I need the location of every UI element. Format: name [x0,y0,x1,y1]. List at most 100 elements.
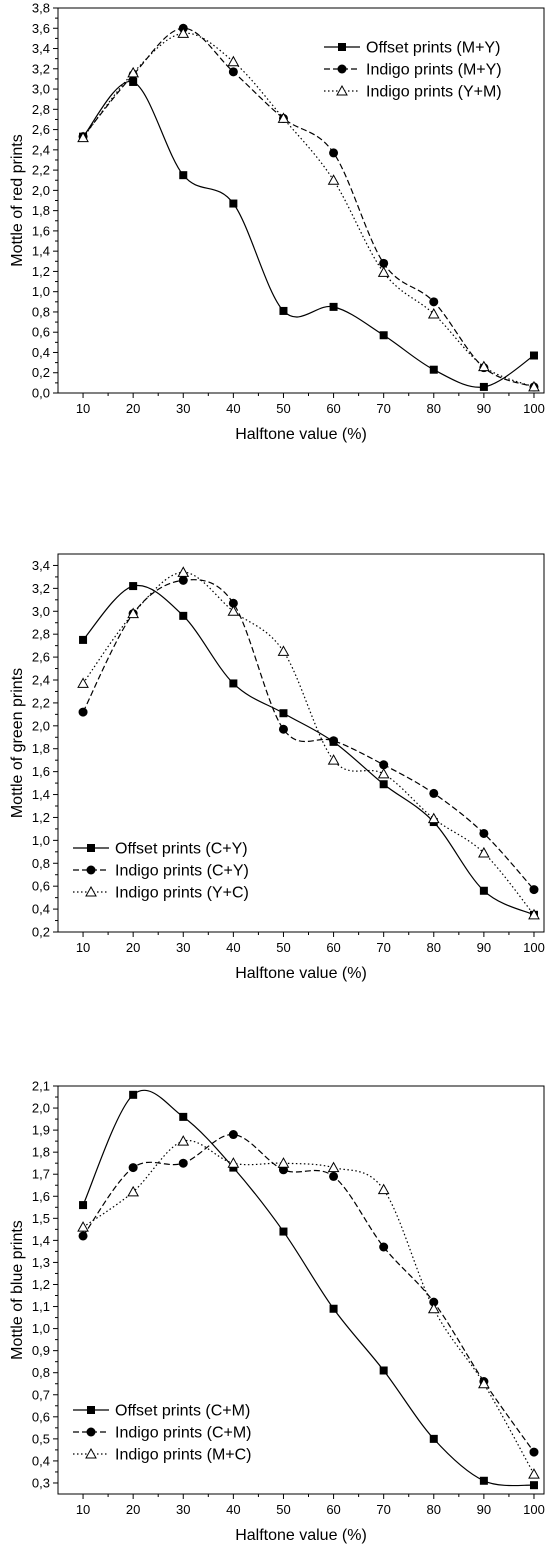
y-tick-label: 2,2 [32,163,50,178]
data-point [179,1112,188,1121]
data-point [429,1434,438,1443]
y-tick-label: 2,6 [32,650,50,665]
y-tick-label: 2,0 [32,183,50,198]
legend-label: Indigo prints (Y+C) [115,885,249,902]
x-tick-label: 90 [477,940,491,955]
y-tick-label: 3,0 [32,82,50,97]
x-tick-label: 10 [76,940,90,955]
data-point [427,1302,440,1314]
data-point [279,1227,288,1236]
data-point [179,611,188,620]
legend-label: Offset prints (M+Y) [366,40,500,57]
data-point [178,1158,188,1168]
y-tick-label: 1,4 [32,244,50,259]
data-point [529,1447,539,1457]
legend-marker [85,885,97,897]
legend: Offset prints (C+M) Indigo prints (C+M) In… [73,1403,252,1464]
x-axis-label: Halftone value (%) [235,965,367,982]
y-tick-label: 1,7 [32,1167,50,1182]
y-tick-label: 1,5 [32,1211,50,1226]
y-tick-label: 1,4 [32,787,50,802]
y-tick-label: 2,4 [32,142,50,157]
data-point [127,66,140,78]
data-point [178,575,188,585]
y-tick-label: 0,8 [32,304,50,319]
y-tick-label: 1,2 [32,1277,50,1292]
y-tick-label: 0,2 [32,925,50,940]
series-line [82,579,535,891]
legend-label: Offset prints (C+Y) [115,841,248,858]
data-point [227,55,240,67]
y-tick-label: 0,4 [32,1453,50,1468]
legend-label: Indigo prints (C+Y) [115,863,249,880]
data-point [478,1377,490,1389]
series-line [82,584,535,916]
data-point [278,724,288,734]
data-point [77,1221,89,1232]
series-2 [78,1130,539,1457]
series-2 [78,23,539,392]
data-point [478,360,490,372]
data-point [228,1130,238,1140]
y-axis-label: Mottle of red prints [9,134,26,267]
x-tick-label: 80 [427,940,441,955]
y-tick-label: 2,4 [32,673,50,688]
plot-frame [57,1085,545,1495]
series-3 [77,27,540,392]
x-tick-label: 10 [76,1502,90,1517]
data-point [179,171,188,180]
y-tick-label: 0,4 [32,902,50,917]
legend-marker [336,84,348,96]
data-point [479,1476,488,1485]
x-tick-label: 80 [427,401,441,416]
panel-green: 0,2 0,4 0,6 0,8 1,0 1,2 1,4 1,6 1,8 2,0 2,2 2,4 2,6 2… [9,553,545,982]
y-axis-label: Mottle of blue prints [9,1220,26,1360]
legend-label: Indigo prints (Y+M) [366,84,502,101]
data-point [529,1481,538,1490]
data-point [478,846,490,858]
x-tick-label: 70 [376,940,390,955]
data-point [228,598,238,608]
x-tick-label: 40 [226,401,240,416]
x-axis-label: Halftone value (%) [235,1527,367,1544]
data-point [327,174,340,185]
x-tick-label: 100 [523,940,545,955]
y-tick-label: 3,6 [32,21,50,36]
data-point [377,1183,390,1195]
legend-marker [85,1447,97,1459]
y-tick-label: 1,4 [32,1233,50,1248]
data-point [379,331,388,340]
x-tick-label: 50 [276,401,290,416]
y-tick-label: 3,2 [32,581,50,596]
y-tick-label: 0,7 [32,1387,50,1402]
x-tick-label: 70 [376,1502,390,1517]
x-tick-label: 100 [523,401,545,416]
data-point [529,351,538,360]
x-tick-label: 30 [176,401,190,416]
data-point [429,1297,439,1307]
y-tick-label: 2,0 [32,1101,50,1116]
y-tick-label: 1,0 [32,833,50,848]
y-tick-label: 1,6 [32,764,50,779]
y-tick-label: 1,3 [32,1255,50,1270]
data-point [127,607,140,619]
y-tick-label: 1,1 [32,1299,50,1314]
y-tick-label: 3,4 [32,558,50,573]
data-point [329,1304,338,1313]
y-tick-label: 3,0 [32,604,50,619]
legend-label: Indigo prints (M+C) [115,1447,252,1464]
data-point [528,1468,540,1479]
series-line [82,32,535,388]
data-point [77,677,89,688]
y-tick-label: 0,6 [32,879,50,894]
legend-marker [87,1406,95,1414]
y-tick-label: 1,6 [32,223,50,238]
data-point [327,754,340,765]
series-line [82,1089,535,1487]
data-point [177,566,190,577]
series-3 [77,1135,540,1479]
data-point [379,780,388,789]
y-tick-label: 2,0 [32,718,50,733]
data-point [379,760,389,770]
